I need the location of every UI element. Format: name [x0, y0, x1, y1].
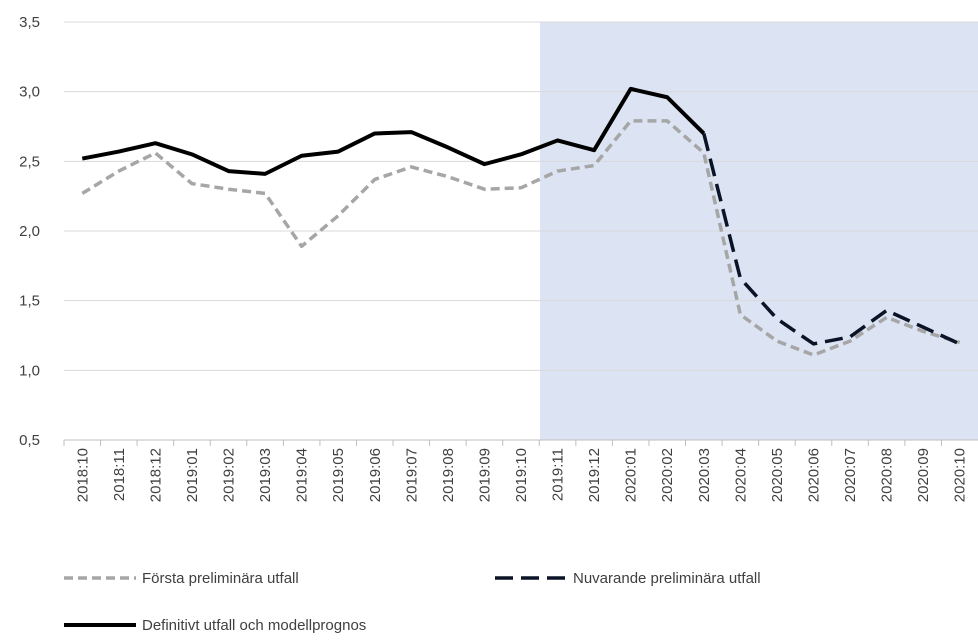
y-tick-label: 1,5 — [19, 293, 40, 310]
x-tick-label: 2019:10 — [513, 448, 530, 502]
y-tick-label: 1,0 — [19, 362, 40, 379]
legend-label: Första preliminära utfall — [142, 570, 299, 587]
x-tick-label: 2020:03 — [696, 448, 713, 502]
y-tick-label: 2,5 — [19, 153, 40, 170]
x-tick-label: 2018:10 — [74, 448, 91, 502]
y-tick-label: 2,0 — [19, 223, 40, 240]
series-line — [81, 86, 706, 176]
x-tick-label: 2020:10 — [952, 448, 969, 502]
x-tick-label: 2019:11 — [550, 448, 567, 501]
x-tick-label: 2019:04 — [294, 448, 311, 502]
x-tick-label: 2020:08 — [879, 448, 896, 502]
x-tick-label: 2019:05 — [330, 448, 347, 502]
x-tick-label: 2018:12 — [147, 448, 164, 502]
x-tick-label: 2019:08 — [440, 448, 457, 502]
x-tick-label: 2020:05 — [769, 448, 786, 502]
legend-label: Nuvarande preliminära utfall — [573, 570, 761, 587]
x-tick-label: 2019:03 — [257, 448, 274, 502]
y-tick-label: 0,5 — [19, 432, 40, 449]
x-tick-label: 2019:09 — [476, 448, 493, 502]
legend-label: Definitivt utfall och modellprognos — [142, 617, 366, 634]
x-tick-label: 2020:02 — [659, 448, 676, 502]
y-tick-label: 3,5 — [19, 14, 40, 31]
series-line — [81, 119, 961, 357]
x-tick-label: 2020:04 — [732, 448, 749, 502]
x-tick-label: 2019:01 — [184, 448, 201, 502]
x-tick-label: 2019:02 — [221, 448, 238, 502]
x-tick-label: 2020:09 — [915, 448, 932, 502]
x-tick-label: 2019:07 — [403, 448, 420, 502]
x-tick-label: 2020:06 — [805, 448, 822, 502]
x-tick-label: 2020:07 — [842, 448, 859, 502]
x-tick-label: 2019:12 — [586, 448, 603, 502]
x-tick-label: 2018:11 — [111, 448, 128, 501]
series-line — [702, 133, 961, 346]
y-tick-label: 3,0 — [19, 84, 40, 101]
x-tick-label: 2019:06 — [367, 448, 384, 502]
x-tick-label: 2020:01 — [623, 448, 640, 502]
